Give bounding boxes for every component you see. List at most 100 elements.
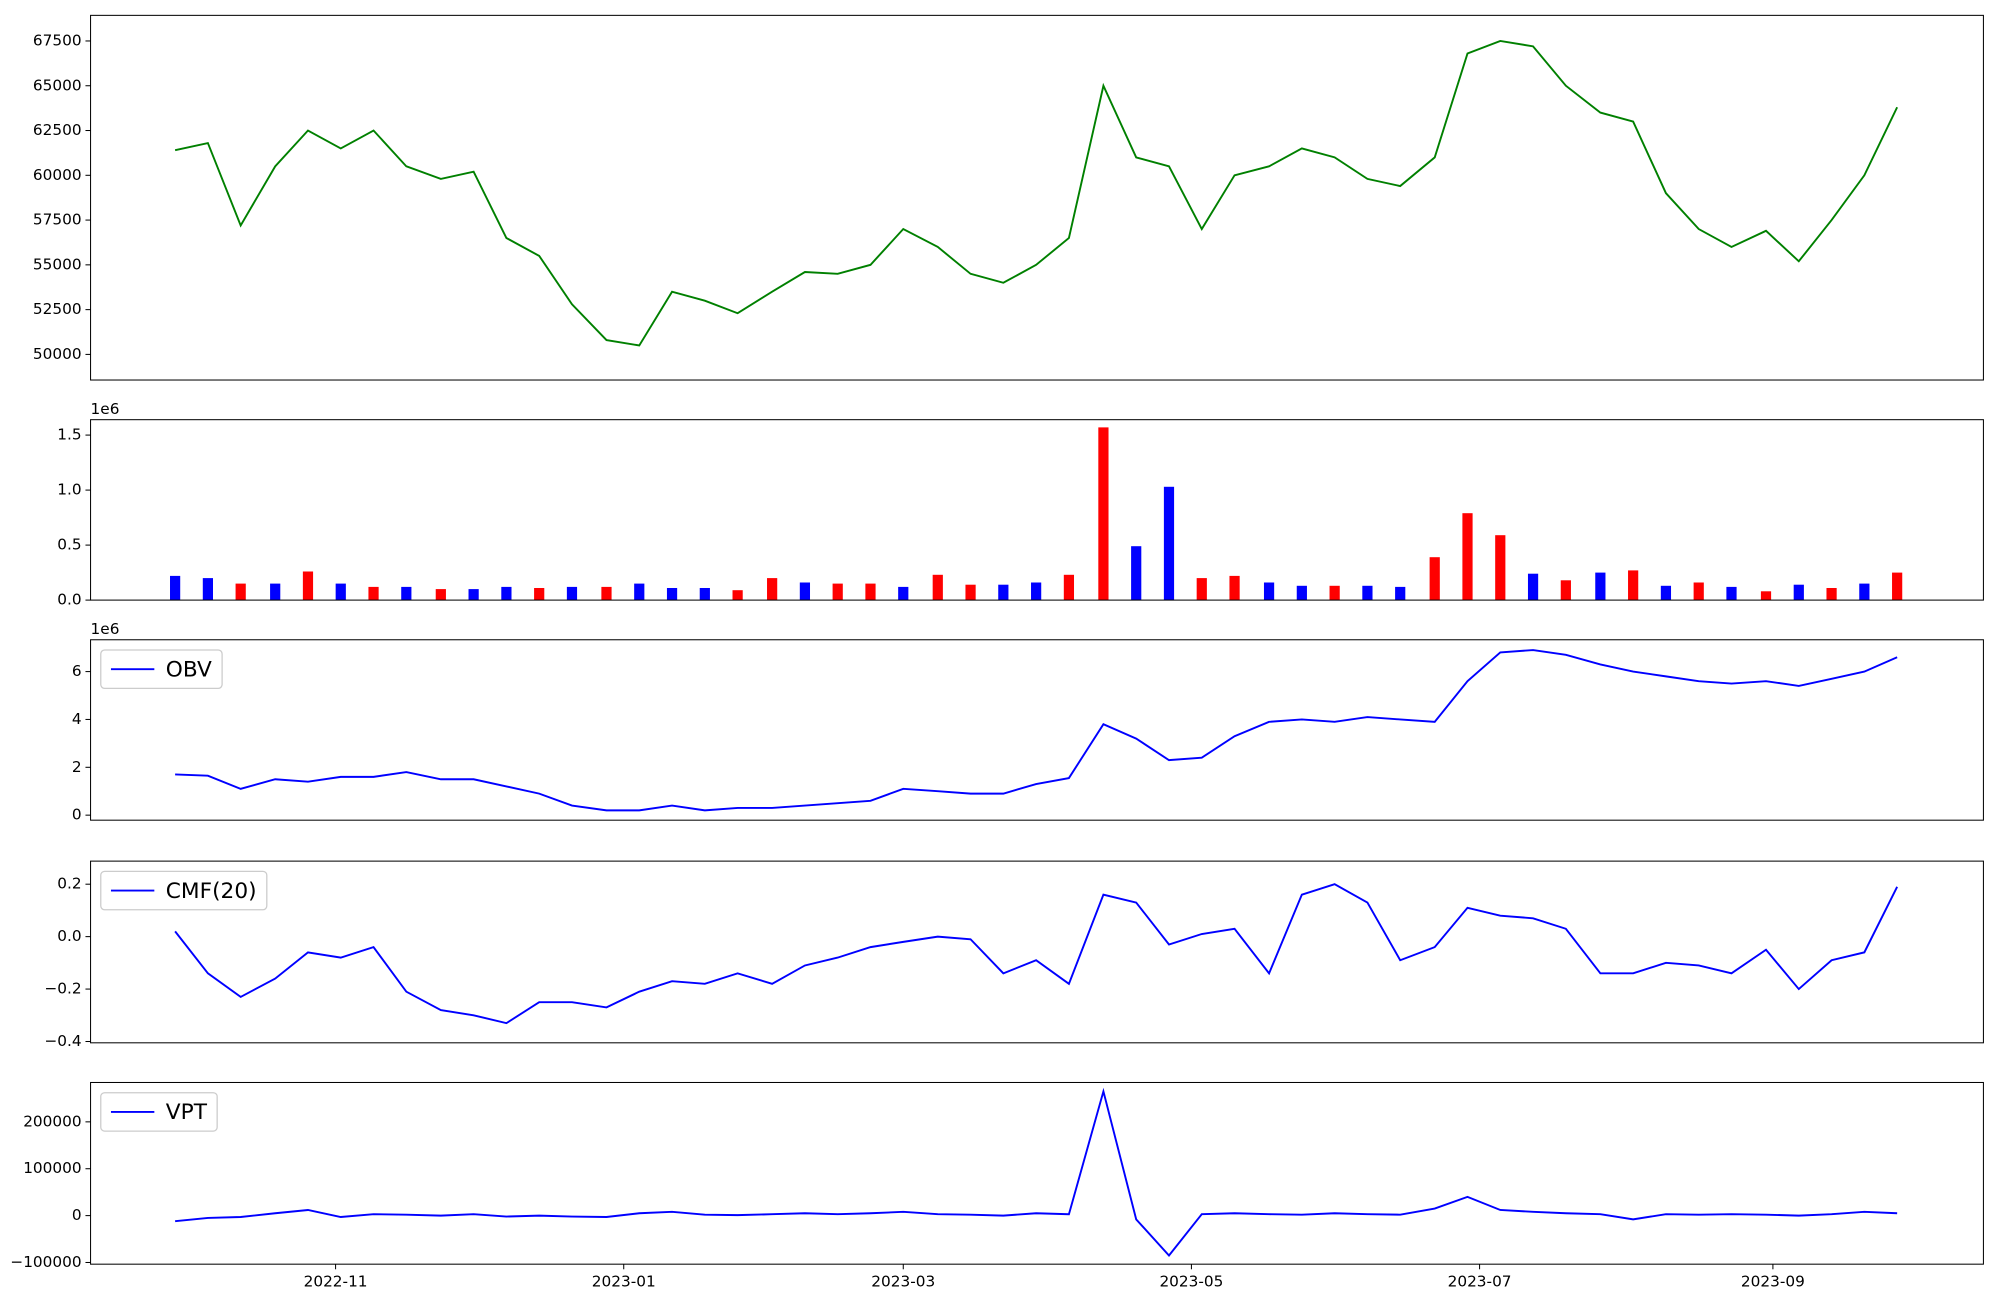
y-tick-label: 1.0 xyxy=(57,481,81,499)
bar xyxy=(634,583,645,601)
bar xyxy=(1163,486,1175,601)
x-tick-label: 2023-03 xyxy=(871,1273,935,1291)
bar xyxy=(1560,580,1571,601)
x-tick-label: 2023-07 xyxy=(1448,1273,1512,1291)
bar xyxy=(1229,575,1240,601)
bar xyxy=(1362,585,1373,601)
legend: CMF(20) xyxy=(100,870,268,911)
y-tick-label: 52500 xyxy=(33,300,82,318)
y-tick-label: 100000 xyxy=(23,1159,81,1177)
y-tick-label: 0.2 xyxy=(57,875,81,893)
bar xyxy=(1793,584,1804,601)
legend-box xyxy=(100,649,223,690)
line xyxy=(174,883,1898,1025)
axes-frame xyxy=(90,1081,1984,1265)
offset-label: 1e6 xyxy=(91,400,120,418)
bar xyxy=(1098,427,1109,601)
legend-label: OBV xyxy=(166,657,212,682)
bar xyxy=(1495,535,1506,601)
bar xyxy=(1395,586,1406,601)
bar xyxy=(799,582,811,601)
bar xyxy=(1462,513,1473,601)
y-tick-label: 57500 xyxy=(33,211,82,229)
bar xyxy=(1131,546,1142,601)
x-tick-label: 2023-05 xyxy=(1159,1273,1223,1291)
legend-label: CMF(20) xyxy=(166,879,257,904)
bar xyxy=(1660,585,1672,601)
x-tick-label: 2023-09 xyxy=(1741,1273,1805,1291)
bar xyxy=(435,589,446,601)
bar xyxy=(1595,572,1606,601)
bar xyxy=(1693,582,1704,601)
bar xyxy=(865,583,876,601)
legend-box xyxy=(100,870,268,911)
bar xyxy=(501,586,512,601)
bar xyxy=(666,587,678,601)
bar xyxy=(302,571,314,601)
y-tick-label: 62500 xyxy=(33,121,82,139)
y-tick-label: 55000 xyxy=(33,255,82,273)
bar xyxy=(566,586,578,601)
y-tick-label: 67500 xyxy=(33,31,82,49)
bar xyxy=(534,587,545,601)
y-tick-label: 60000 xyxy=(33,166,82,184)
y-tick-label: 6 xyxy=(72,662,82,680)
y-tick-label: 0.0 xyxy=(57,927,81,945)
x-tick-label: 2023-01 xyxy=(592,1273,656,1291)
bar xyxy=(401,586,412,601)
y-tick-label: 50000 xyxy=(33,345,82,363)
bar xyxy=(699,587,710,601)
y-tick-label: 0 xyxy=(72,806,82,824)
line xyxy=(175,1087,1898,1257)
y-tick-label: −0.2 xyxy=(44,980,81,998)
y-tick-label: 2 xyxy=(72,758,82,776)
y-tick-label: 4 xyxy=(72,710,82,728)
y-tick-label: 200000 xyxy=(23,1112,81,1130)
legend-box xyxy=(100,1092,218,1132)
y-tick-label: 0.5 xyxy=(57,536,81,554)
line xyxy=(174,39,1899,347)
legend-label: VPT xyxy=(166,1100,208,1125)
y-tick-label: 1.5 xyxy=(57,426,81,444)
bar xyxy=(1063,574,1075,601)
bar xyxy=(1628,570,1639,601)
bar xyxy=(1296,585,1307,601)
bar xyxy=(1031,582,1042,601)
bar xyxy=(202,578,213,601)
bar xyxy=(1329,585,1340,601)
bar xyxy=(335,583,346,601)
bar xyxy=(270,583,281,601)
y-tick-label: 0 xyxy=(72,1206,82,1224)
y-tick-label: −0.4 xyxy=(44,1032,81,1050)
legend: OBV xyxy=(100,649,223,690)
bar xyxy=(1760,591,1772,601)
bar xyxy=(832,583,843,601)
bar xyxy=(998,584,1009,601)
bar xyxy=(170,575,181,601)
axes-frame xyxy=(90,639,1984,821)
bar xyxy=(1892,572,1903,601)
bar xyxy=(1527,573,1539,601)
legend: VPT xyxy=(100,1092,218,1132)
y-tick-label: 65000 xyxy=(33,76,82,94)
axes-frame xyxy=(90,419,1984,601)
bar xyxy=(1726,586,1737,601)
bar xyxy=(368,586,379,601)
bar xyxy=(767,578,778,601)
bar xyxy=(1196,578,1207,601)
line xyxy=(175,649,1898,812)
axes-frame xyxy=(90,860,1984,1044)
bar xyxy=(932,574,943,601)
x-tick-label: 2022-11 xyxy=(304,1273,368,1291)
bar xyxy=(1429,557,1440,601)
bar xyxy=(732,590,743,601)
y-tick-label: −100000 xyxy=(10,1253,81,1271)
bar xyxy=(965,584,976,601)
bar xyxy=(601,586,612,601)
bar xyxy=(1859,583,1870,601)
offset-label: 1e6 xyxy=(91,620,120,638)
y-tick-label: 0.0 xyxy=(57,591,81,609)
bar xyxy=(898,586,909,601)
